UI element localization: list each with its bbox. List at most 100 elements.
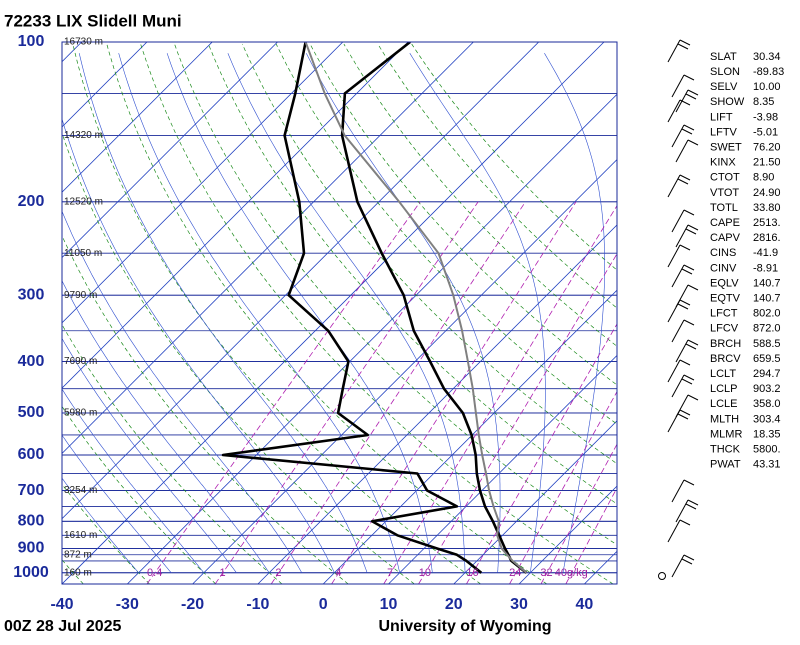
index-name: LFCT — [710, 308, 738, 320]
index-name: BRCH — [710, 338, 741, 350]
barb-feather — [687, 284, 699, 291]
index-value: 659.5 — [753, 353, 781, 365]
barb-staff — [671, 319, 685, 343]
isotherm-grid-line — [62, 42, 605, 584]
index-value: -5.01 — [753, 126, 778, 138]
barb-feather — [677, 178, 689, 185]
height-label: 9790 m — [64, 290, 97, 301]
y-tick-label: 800 — [18, 513, 45, 530]
index-value: 43.31 — [753, 459, 781, 471]
barb-feather — [683, 554, 695, 561]
isotherm — [62, 42, 278, 259]
chart-title: 72233 LIX Slidell Muni — [4, 11, 182, 30]
index-name: CINV — [710, 262, 737, 274]
index-value: 872.0 — [753, 323, 781, 335]
x-tick-label: 0 — [319, 596, 328, 613]
index-name: THCK — [710, 444, 741, 456]
index-name: EQTV — [710, 293, 741, 305]
barb-staff — [667, 99, 681, 123]
profile-layer — [221, 42, 528, 574]
calm-marker — [658, 572, 666, 580]
y-tick-label: 900 — [18, 540, 45, 557]
footer-source: University of Wyoming — [378, 618, 551, 635]
dry-adiabat — [62, 483, 150, 584]
index-value: 30.34 — [753, 51, 781, 63]
barb-staff — [671, 554, 685, 578]
moist-adiabat — [227, 53, 466, 573]
moist-adiabat — [118, 53, 400, 573]
y-tick-label: 700 — [18, 482, 45, 499]
index-name: MLTH — [710, 413, 739, 425]
barb-feather — [687, 339, 699, 346]
index-value: 8.35 — [753, 96, 774, 108]
barb-staff — [667, 39, 681, 63]
moist-adiabat — [62, 477, 139, 573]
barb-staff — [667, 409, 681, 433]
barb-staff — [675, 339, 689, 363]
mixing-ratio-line — [565, 487, 617, 584]
barb-staff — [667, 174, 681, 198]
barb-feather — [683, 124, 695, 131]
barb-staff — [671, 479, 685, 503]
index-value: 358.0 — [753, 398, 781, 410]
plot-frame — [61, 41, 618, 585]
barb-feather — [679, 409, 691, 416]
index-value: 33.80 — [753, 202, 781, 214]
index-value: 5800. — [753, 444, 781, 456]
height-label: 5980 m — [64, 408, 97, 419]
mixing-ratio-label: 4 — [335, 567, 341, 579]
barb-staff — [675, 224, 689, 248]
isotherm — [62, 42, 539, 520]
moist-adiabat — [62, 280, 270, 573]
x-tick-label: -10 — [246, 596, 269, 613]
y-tick-label: 200 — [18, 193, 45, 210]
moist-adiabat — [62, 434, 172, 573]
barb-staff — [667, 244, 681, 268]
mixing-ratio-line — [540, 443, 617, 584]
moist-adiabat — [78, 53, 368, 573]
index-name: EQLV — [710, 277, 739, 289]
isotherm-grid-line — [192, 159, 617, 584]
barb-feather — [679, 519, 691, 526]
index-value: 24.90 — [753, 187, 781, 199]
barb-feather — [677, 413, 689, 420]
isotherm — [62, 42, 344, 324]
barb-feather — [679, 174, 691, 181]
moist-adiabat — [62, 210, 303, 573]
index-value: -41.9 — [753, 247, 778, 259]
index-name: LFTV — [710, 126, 738, 138]
barb-feather — [681, 128, 693, 135]
y-tick-label: 300 — [18, 286, 45, 303]
x-tick-label: 40 — [575, 596, 593, 613]
moist-adiabat — [409, 53, 546, 573]
index-name: PWAT — [710, 459, 741, 471]
barb-staff — [667, 299, 681, 323]
grid-layer — [62, 42, 617, 584]
sounding-line — [304, 42, 528, 574]
barb-feather — [681, 378, 693, 385]
index-value: 140.7 — [753, 277, 781, 289]
height-label: 7690 m — [64, 356, 97, 367]
mixing-ratio-line — [146, 201, 421, 584]
index-value: 8.90 — [753, 172, 774, 184]
height-label: 3254 m — [64, 485, 97, 496]
barb-feather — [681, 268, 693, 275]
mixing-ratio-line — [383, 204, 617, 584]
index-name: SELV — [710, 81, 738, 93]
isotherm — [62, 42, 474, 454]
index-name: MLMR — [710, 428, 742, 440]
index-value: 802.0 — [753, 308, 781, 320]
isotherm-grid-line — [322, 289, 617, 584]
isotherm-grid-line — [453, 420, 617, 584]
height-label: 1610 m — [64, 530, 97, 541]
barb-feather — [679, 299, 691, 306]
y-tick-label: 1000 — [13, 564, 49, 581]
mixing-ratio-line — [466, 323, 617, 584]
index-value: -89.83 — [753, 66, 784, 78]
y-tick-label: 500 — [18, 404, 45, 421]
mixing-ratio-label: 40g/kg — [555, 567, 588, 579]
barb-feather — [683, 319, 695, 326]
index-name: SHOW — [710, 96, 745, 108]
barb-feather — [687, 224, 699, 231]
